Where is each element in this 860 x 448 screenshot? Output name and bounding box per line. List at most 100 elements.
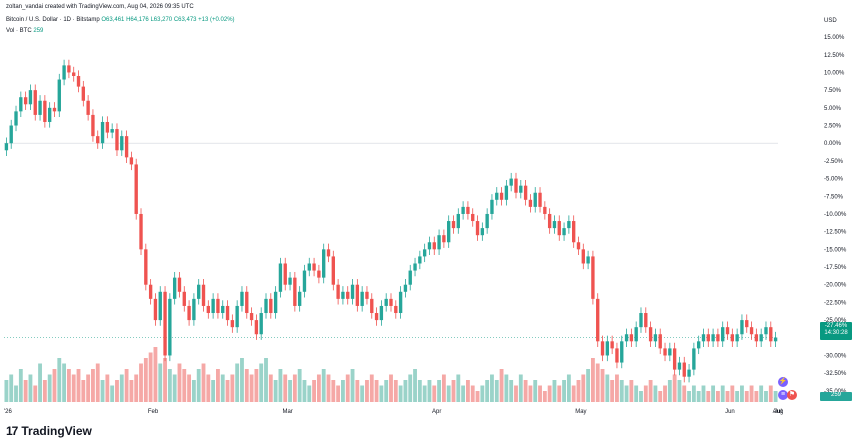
symbol-line: Bitcoin / U.S. Dollar · 1D · Bitstamp O6…: [6, 17, 235, 23]
candle-body: [120, 136, 124, 151]
candle-body: [254, 320, 259, 335]
volume-bar: [316, 374, 321, 402]
volume-bar: [182, 369, 187, 402]
volume-bar: [504, 374, 509, 402]
volume-bar: [379, 385, 384, 402]
volume-bar: [533, 380, 538, 402]
candle-body: [240, 291, 244, 306]
candle-body: [273, 291, 278, 314]
volume-bar: [124, 369, 129, 402]
volume-bar: [605, 374, 610, 402]
lightning-icon[interactable]: ⚡: [778, 377, 788, 387]
flag-icon[interactable]: ⚑: [787, 390, 797, 400]
y-tick-label: 7.50%: [824, 88, 842, 94]
volume-bar: [47, 374, 52, 402]
last-price-pct: -27.46%: [824, 323, 848, 329]
candle-body: [514, 178, 518, 193]
volume-bar: [268, 374, 273, 402]
volume-bar: [110, 385, 115, 402]
volume-bar: [105, 374, 110, 402]
volume-bar: [624, 385, 629, 402]
candle-body: [177, 277, 182, 292]
candle-body: [221, 305, 225, 314]
candle-body: [4, 143, 9, 151]
volume-bar: [143, 358, 148, 402]
candle-body: [317, 270, 321, 278]
volume-bar: [764, 391, 768, 402]
candle-body: [447, 221, 451, 243]
candle-body: [38, 100, 42, 115]
volume-bar: [648, 380, 653, 402]
volume-bar: [76, 369, 81, 402]
y-tick-label: 5.00%: [824, 106, 842, 112]
y-tick-label: 10.00%: [824, 70, 845, 76]
candle-body: [355, 284, 360, 306]
volume-bar: [523, 380, 528, 402]
volume-bar: [33, 385, 38, 402]
candle-body: [331, 256, 335, 285]
y-tick-label: 0.00%: [824, 141, 842, 147]
volume-bar: [432, 385, 437, 402]
candle-body: [591, 256, 595, 299]
candle-body: [115, 129, 119, 151]
candle-body: [490, 199, 494, 214]
y-tick-label: 12.50%: [824, 53, 845, 59]
candle-body: [182, 291, 186, 306]
volume-bar: [494, 380, 499, 402]
volume-legend[interactable]: Vol · BTC 259: [6, 28, 43, 34]
candle-body: [403, 284, 408, 292]
candle-body: [322, 249, 326, 278]
volume-bar: [663, 385, 667, 402]
candle-body: [769, 327, 773, 342]
volume-bar: [759, 385, 764, 402]
bar-countdown: 14:30:28: [824, 330, 848, 336]
volume-bar: [95, 363, 100, 402]
volume-bar: [465, 380, 470, 402]
volume-bar: [177, 363, 182, 402]
candle-body: [19, 97, 23, 112]
ohlc-close: C63,473: [173, 17, 197, 23]
volume-bar: [14, 385, 18, 402]
volume-bar: [153, 347, 158, 402]
candle-body: [480, 228, 485, 236]
candle-body: [302, 270, 307, 292]
candle-body: [605, 341, 610, 356]
symbol-title[interactable]: Bitcoin / U.S. Dollar · 1D · Bitstamp: [6, 17, 100, 23]
candle-body: [139, 213, 143, 250]
volume-bar: [139, 363, 143, 402]
x-tick-label: Jun: [725, 409, 735, 415]
candle-body: [562, 228, 566, 236]
volume-bar: [374, 380, 379, 402]
volume-bar: [235, 363, 240, 402]
candle-body: [533, 192, 537, 207]
candle-body: [148, 284, 153, 299]
y-tick-label: -5.00%: [824, 177, 844, 183]
candle-body: [576, 242, 581, 250]
volume-bar: [360, 385, 365, 402]
y-tick-label: -30.00%: [824, 353, 847, 359]
candle-body: [288, 277, 292, 285]
tradingview-brand[interactable]: 17 TradingView: [6, 424, 92, 438]
volume-bar: [480, 385, 485, 402]
volume-bar: [254, 369, 259, 402]
candle-body: [639, 313, 643, 328]
candle-body: [28, 90, 33, 105]
volume-bar: [211, 380, 216, 402]
candle-body: [86, 100, 90, 115]
volume-bar: [259, 363, 264, 402]
last-price-tag: -27.46% 14:30:28: [820, 322, 852, 340]
volume-bar: [768, 385, 773, 402]
volume-bar: [369, 374, 374, 402]
candle-body: [408, 270, 412, 285]
candle-body: [91, 114, 95, 137]
candle-body: [192, 298, 196, 321]
candle-body: [427, 242, 432, 250]
volume-bar: [62, 363, 67, 402]
y-tick-label: -10.00%: [824, 212, 847, 218]
events-icon[interactable]: ≡: [778, 390, 788, 400]
candle-body: [350, 284, 355, 299]
volume-bar: [91, 369, 95, 402]
candle-body: [418, 256, 422, 264]
volume-bar: [413, 369, 417, 402]
